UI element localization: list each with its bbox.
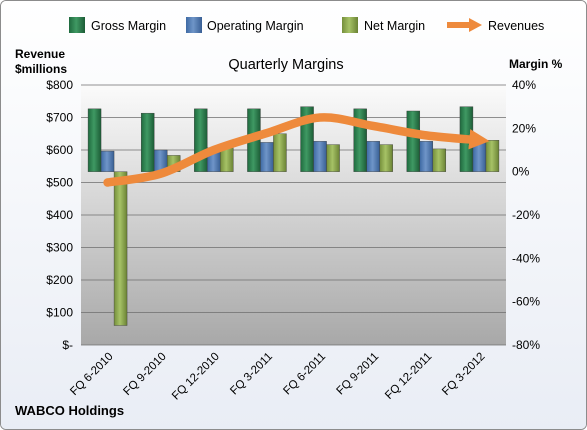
- revenues-line: [103, 113, 490, 187]
- left-axis-ticks: $- $100 $200 $300 $400 $500 $600 $700 $800: [46, 78, 73, 352]
- right-axis-tick-label: -40%: [512, 251, 540, 265]
- right-axis-ticks: -80% -60% -40% -20% 0% 20% 40%: [512, 78, 540, 352]
- left-axis-tick-label: $-: [62, 338, 73, 352]
- legend-label-net-margin: Net Margin: [364, 19, 425, 33]
- left-axis-tick-label: $700: [46, 111, 73, 125]
- operating-margin-bar: [260, 142, 274, 172]
- net-margin-bar: [273, 133, 287, 172]
- legend-label-operating-margin: Operating Margin: [207, 19, 304, 33]
- right-axis-tick-label: -80%: [512, 338, 540, 352]
- right-axis-tick-label: -60%: [512, 295, 540, 309]
- left-axis-title-line-1: Revenue: [15, 47, 65, 61]
- net-margin-bar: [485, 140, 500, 172]
- net-margin-bar: [326, 144, 340, 172]
- right-axis-tick-label: 0%: [512, 165, 530, 179]
- chart-title: Quarterly Margins: [228, 57, 343, 73]
- legend-label-gross-margin: Gross Margin: [91, 19, 166, 33]
- operating-margin-bar: [100, 150, 115, 172]
- left-axis-tick-label: $400: [46, 208, 73, 222]
- left-axis-tick-label: $200: [46, 273, 73, 287]
- right-axis-tick-label: 40%: [512, 78, 536, 92]
- left-axis-title-line-2: $millions: [15, 62, 67, 76]
- left-axis-tick-label: $800: [46, 78, 73, 92]
- legend-swatch-operating-margin: [186, 17, 202, 33]
- net-margin-bar: [432, 148, 447, 172]
- left-axis-tick-label: $500: [46, 176, 73, 190]
- left-axis-tick-label: $600: [46, 143, 73, 157]
- net-margin-bar: [379, 144, 393, 172]
- legend: Gross Margin Operating Margin Net Margin…: [69, 17, 544, 33]
- revenue-line: [103, 113, 490, 187]
- right-axis-tick-label: -20%: [512, 208, 540, 222]
- gross-margin-bar: [140, 112, 155, 172]
- operating-margin-bar: [472, 140, 487, 172]
- right-axis-title: Margin %: [509, 57, 563, 71]
- company-name: WABCO Holdings: [15, 403, 124, 418]
- operating-margin-bar: [366, 141, 380, 172]
- legend-swatch-gross-margin: [69, 17, 85, 33]
- operating-margin-bar: [419, 141, 434, 172]
- operating-margin-bar: [313, 141, 327, 172]
- gross-margin-bar: [87, 108, 102, 172]
- net-margin-bar: [113, 171, 128, 326]
- legend-arrow-revenues: [469, 18, 482, 32]
- legend-label-revenues: Revenues: [488, 19, 544, 33]
- gross-margin-bar: [406, 110, 421, 172]
- legend-swatch-net-margin: [342, 17, 358, 33]
- right-axis-tick-label: 20%: [512, 121, 536, 135]
- left-axis-tick-label: $100: [46, 306, 73, 320]
- left-axis-tick-label: $300: [46, 241, 73, 255]
